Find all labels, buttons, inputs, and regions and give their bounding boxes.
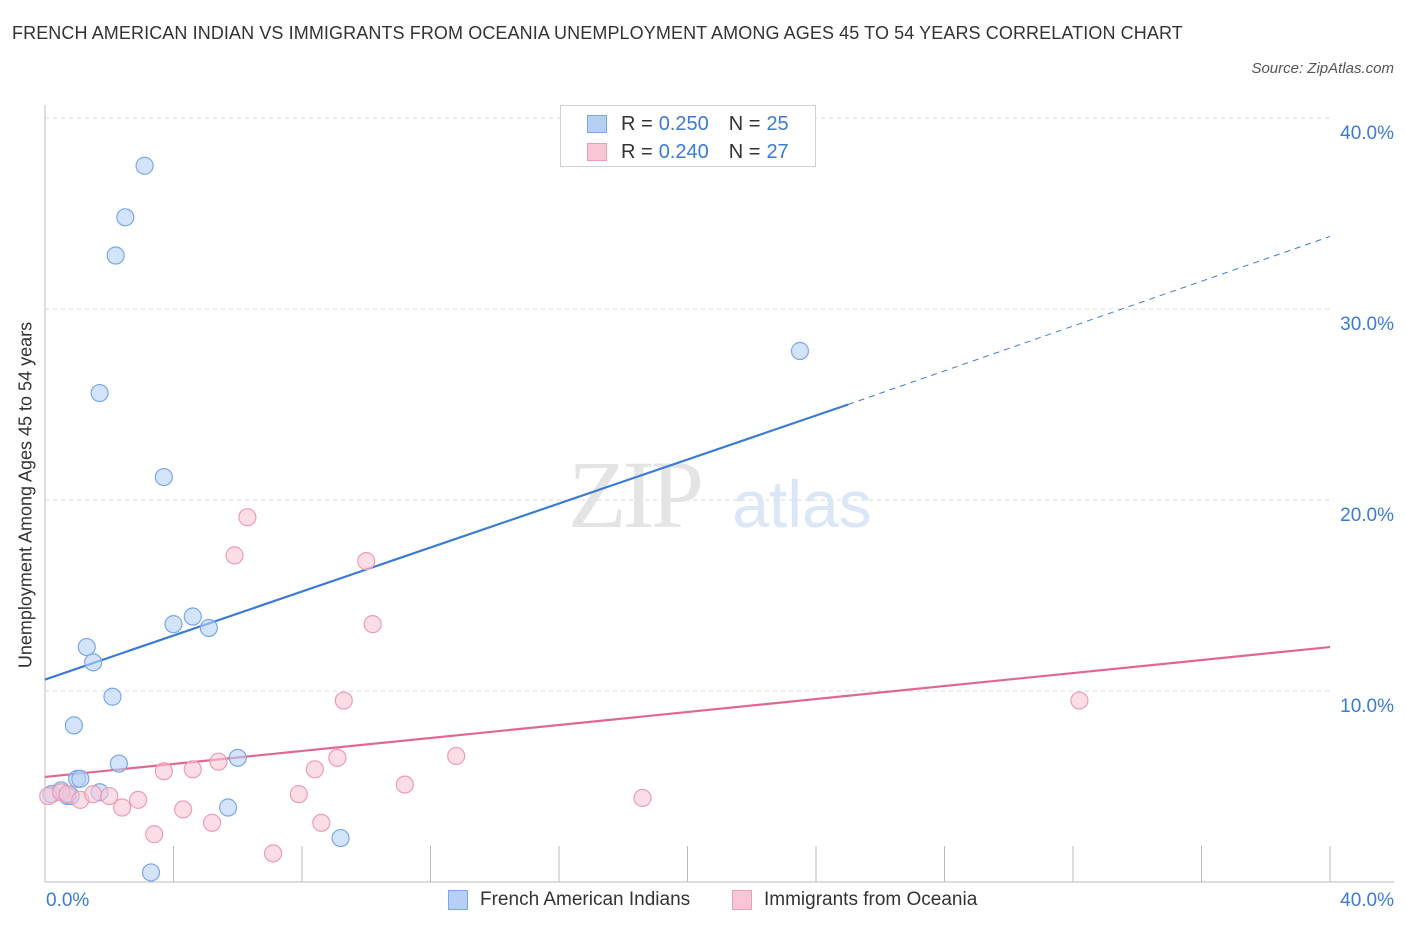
data-point-blue — [77, 637, 96, 657]
y-tick-label: 30.0% — [1340, 314, 1394, 335]
data-point-pink — [209, 752, 228, 771]
data-point-pink — [312, 813, 331, 832]
y-tick-label: 10.0% — [1340, 696, 1394, 717]
data-point-blue — [154, 467, 173, 487]
data-point-pink — [363, 615, 382, 634]
data-point-pink — [357, 552, 376, 571]
n-value: 25 — [766, 112, 789, 135]
data-point-pink — [225, 546, 244, 565]
data-point-blue — [109, 754, 128, 773]
watermark-atlas: atlas — [732, 467, 871, 541]
data-point-blue — [331, 828, 350, 848]
y-axis-label: Unemployment Among Ages 45 to 54 years — [15, 321, 36, 669]
y-tick-label: 40.0% — [1340, 123, 1394, 144]
data-point-pink — [328, 748, 347, 767]
n-value: 27 — [766, 140, 789, 163]
watermark-zip: ZIP — [568, 441, 701, 548]
trend-lines — [44, 235, 1331, 779]
trend-line-blue — [44, 403, 849, 681]
gridlines — [45, 117, 1330, 692]
data-point-pink — [289, 785, 308, 804]
data-point-pink — [84, 785, 103, 804]
data-point-blue — [141, 863, 161, 882]
x-tick-label-min: 0.0% — [46, 890, 90, 911]
legend-swatch-blue — [587, 115, 607, 133]
chart-title: FRENCH AMERICAN INDIAN VS IMMIGRANTS FRO… — [12, 23, 1183, 43]
data-point-blue — [84, 653, 103, 672]
data-point-pink — [238, 508, 257, 527]
data-point-pink — [129, 790, 148, 809]
stats-legend: R = 0.250 N = 25 R = 0.240 N = 27 — [560, 105, 816, 167]
stats-legend-row-blue: R = 0.250 N = 25 — [587, 111, 789, 137]
data-point-blue — [228, 748, 247, 767]
data-point-blue — [135, 156, 154, 175]
data-point-blue — [183, 607, 202, 626]
data-point-blue — [219, 798, 238, 817]
trend-line-extension-blue — [847, 235, 1331, 405]
legend-label: French American Indians — [480, 889, 691, 910]
data-point-pink — [447, 746, 466, 766]
watermark: ZIP atlas — [568, 441, 872, 548]
legend-swatch-pink — [732, 890, 752, 910]
data-point-pink — [100, 786, 119, 806]
legend-label: Immigrants from Oceania — [764, 889, 978, 910]
data-point-pink — [174, 800, 193, 819]
data-point-pink — [263, 844, 283, 863]
stats-legend-row-pink: R = 0.240 N = 27 — [587, 139, 789, 165]
trend-line-pink — [44, 645, 1331, 779]
r-value: 0.250 — [658, 112, 709, 135]
data-point-pink — [334, 691, 353, 710]
r-label: R = — [621, 140, 653, 163]
legend-item-immigrants-from-oceania: Immigrants from Oceania — [732, 889, 977, 911]
axes — [44, 105, 1394, 883]
data-point-pink — [1070, 691, 1089, 710]
data-point-pink — [305, 760, 324, 779]
data-point-blue — [790, 341, 810, 361]
legend-swatch-blue — [448, 890, 468, 910]
data-point-blue — [90, 383, 109, 403]
data-point-pink — [183, 760, 202, 779]
scatter-points — [39, 156, 1089, 882]
data-point-blue — [199, 618, 218, 638]
series-legend: French American Indians Immigrants from … — [0, 889, 1406, 915]
source-credit: Source: ZipAtlas.com — [1251, 60, 1394, 77]
data-point-blue — [164, 615, 183, 634]
x-tick-label-max: 40.0% — [1340, 890, 1394, 911]
n-label: N = — [728, 112, 761, 135]
legend-swatch-pink — [587, 143, 607, 161]
legend-item-french-american-indians: French American Indians — [448, 889, 690, 911]
data-point-blue — [71, 769, 90, 788]
data-point-pink — [202, 813, 222, 832]
data-point-blue — [103, 687, 122, 706]
data-point-pink — [154, 762, 173, 781]
data-point-blue — [64, 716, 84, 735]
r-label: R = — [621, 112, 653, 135]
r-value: 0.240 — [658, 140, 709, 163]
data-point-blue — [116, 208, 135, 227]
data-point-pink — [145, 825, 164, 844]
data-point-pink — [112, 798, 132, 817]
data-point-blue — [106, 246, 125, 265]
data-point-pink — [633, 788, 652, 808]
n-label: N = — [728, 140, 761, 163]
data-point-pink — [395, 775, 414, 794]
y-tick-label: 20.0% — [1340, 505, 1394, 526]
